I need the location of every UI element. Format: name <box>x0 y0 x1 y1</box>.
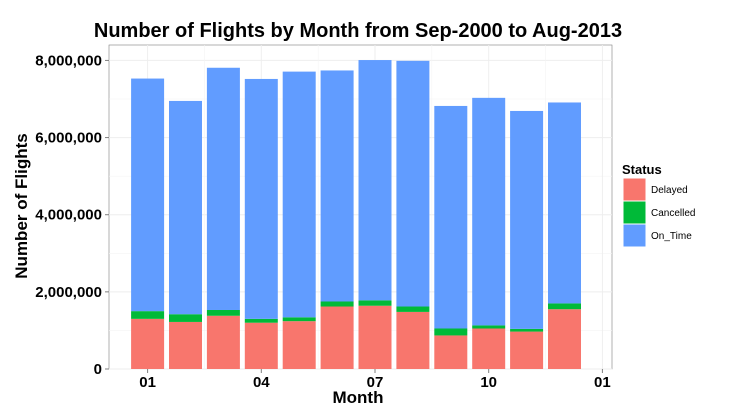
bar-cancelled-07 <box>358 300 392 306</box>
bar-delayed-02 <box>169 321 202 369</box>
bar-delayed-09 <box>434 335 468 369</box>
y-axis-title: Number of Flights <box>12 133 31 278</box>
bar-cancelled-01 <box>131 311 165 319</box>
bar-delayed-01 <box>131 318 165 369</box>
x-tick-label: 01 <box>139 374 156 391</box>
bar-on-time-09 <box>434 105 468 329</box>
bar-delayed-08 <box>396 311 430 369</box>
bar-cancelled-09 <box>434 328 468 336</box>
bar-delayed-11 <box>510 331 544 369</box>
bar-cancelled-04 <box>244 318 278 323</box>
x-tick-label: 07 <box>367 374 384 391</box>
bar-cancelled-05 <box>282 317 316 322</box>
legend: Status Delayed Cancelled On_Time <box>622 162 695 248</box>
bar-on-time-11 <box>510 110 544 329</box>
legend-key-cancelled <box>622 200 647 225</box>
y-axis-ticks: 0 2,000,000 4,000,000 6,000,000 8,000,000 <box>35 52 109 378</box>
y-tick-label: 8,000,000 <box>35 52 102 69</box>
x-tick-label: 10 <box>480 374 497 391</box>
bar-on-time-06 <box>320 70 354 302</box>
legend-key-on-time <box>622 223 647 248</box>
bar-on-time-05 <box>282 71 316 318</box>
legend-label-cancelled: Cancelled <box>651 208 695 219</box>
bar-cancelled-02 <box>169 314 202 322</box>
bar-cancelled-11 <box>510 328 544 332</box>
legend-key-delayed <box>622 177 647 202</box>
bar-on-time-03 <box>206 67 240 310</box>
bar-on-time-07 <box>358 60 392 301</box>
bar-cancelled-10 <box>472 325 506 329</box>
bar-delayed-12 <box>548 309 581 369</box>
y-tick-label: 6,000,000 <box>35 130 102 147</box>
bar-on-time-01 <box>131 78 165 312</box>
bar-delayed-07 <box>358 305 392 369</box>
bar-on-time-12 <box>548 102 581 304</box>
x-axis-title: Month <box>333 388 384 407</box>
y-tick-label: 2,000,000 <box>35 284 102 301</box>
legend-title: Status <box>622 162 662 177</box>
bar-on-time-04 <box>244 78 278 319</box>
legend-label-delayed: Delayed <box>651 185 688 196</box>
bar-delayed-03 <box>206 315 240 369</box>
bar-on-time-10 <box>472 97 506 326</box>
y-tick-label: 0 <box>94 361 102 378</box>
x-tick-label: 04 <box>253 374 270 391</box>
bar-delayed-06 <box>320 306 354 369</box>
x-axis-ticks: 01 04 07 10 01 <box>139 369 611 391</box>
bar-cancelled-06 <box>320 301 354 307</box>
bars <box>131 60 581 369</box>
legend-label-on-time: On_Time <box>651 231 692 242</box>
bar-on-time-08 <box>396 60 430 307</box>
bar-delayed-04 <box>244 322 278 369</box>
bar-cancelled-12 <box>548 303 581 310</box>
bar-cancelled-03 <box>206 309 240 316</box>
x-tick-label: 01 <box>594 374 611 391</box>
y-tick-label: 4,000,000 <box>35 207 102 224</box>
bar-on-time-02 <box>169 100 202 315</box>
bar-delayed-05 <box>282 321 316 369</box>
bar-cancelled-08 <box>396 306 430 312</box>
chart-title: Number of Flights by Month from Sep-2000… <box>94 20 622 42</box>
bar-delayed-10 <box>472 328 506 369</box>
